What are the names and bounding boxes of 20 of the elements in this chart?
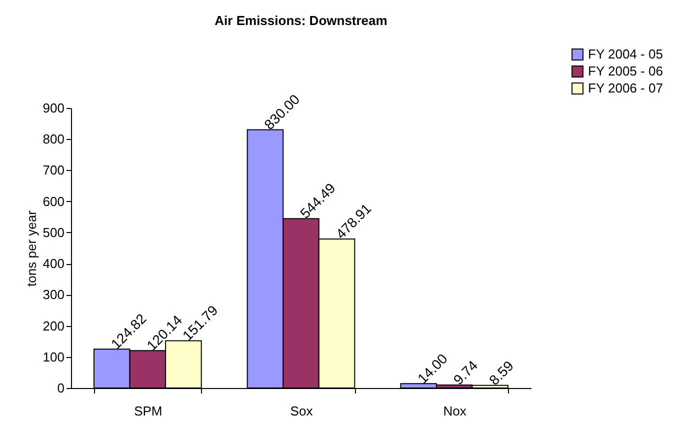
y-tick-label: 700 (42, 162, 64, 178)
x-tick-label: Sox (290, 404, 314, 418)
x-tick-label: SPM (134, 404, 162, 418)
legend-label: FY 2005 - 06 (588, 64, 663, 78)
legend-label: FY 2006 - 07 (588, 80, 663, 96)
y-axis-title: tons per year (24, 210, 39, 286)
y-tick-label: 400 (42, 256, 64, 272)
y-tick-label: 200 (42, 318, 64, 334)
y-tick-label: 100 (42, 349, 64, 364)
chart-title: Air Emissions: Downstream (214, 13, 388, 28)
data-label: 8.59 (486, 357, 517, 388)
y-tick-label: 600 (42, 194, 64, 209)
y-tick-label: 300 (42, 287, 64, 302)
y-tick-label: 0 (57, 380, 64, 396)
y-tick-label: 500 (42, 224, 64, 240)
legend-label: FY 2004 - 05 (588, 46, 663, 62)
data-label: 9.74 (450, 357, 481, 388)
y-tick-label: 800 (42, 132, 64, 147)
x-tick-label: Nox (443, 404, 467, 418)
y-tick-label: 900 (42, 100, 64, 116)
